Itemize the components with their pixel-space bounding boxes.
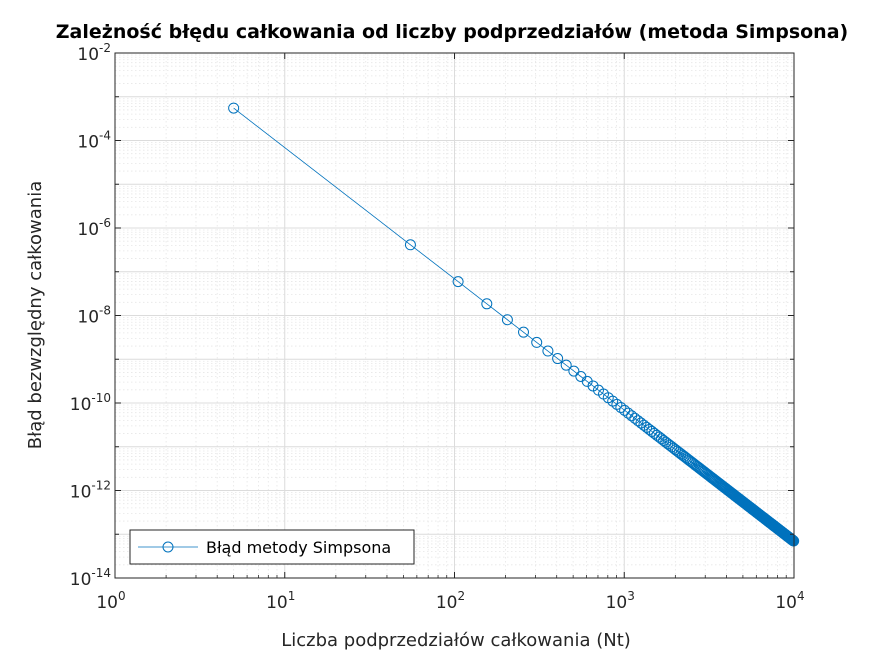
data-point [635, 417, 647, 429]
x-tick-label: 100 [96, 589, 125, 613]
x-tick-label: 102 [436, 589, 465, 613]
x-tick-label: 104 [775, 589, 804, 613]
series-markers [228, 102, 800, 547]
series-layer [228, 102, 800, 547]
data-point [481, 298, 493, 310]
legend: Błąd metody Simpsona [129, 529, 415, 565]
data-point [668, 442, 680, 454]
legend-entry-label: Błąd metody Simpsona [206, 538, 391, 557]
x-tick-label: 103 [606, 589, 635, 613]
data-point [552, 353, 564, 365]
x-axis-label: Liczba podprzedziałów całkowania (Nt) [281, 630, 631, 651]
y-tick-label: 10-4 [77, 129, 111, 153]
data-point [638, 419, 650, 431]
data-point [666, 441, 678, 453]
data-point [452, 276, 464, 288]
data-point [501, 314, 513, 326]
data-point [228, 102, 240, 114]
y-tick-label: 10-2 [77, 41, 111, 65]
axis-ticks [114, 52, 795, 579]
y-tick-label: 10-14 [70, 566, 111, 590]
data-point [404, 239, 416, 251]
y-axis-label: Błąd bezwzględny całkowania [25, 181, 46, 450]
data-point [619, 404, 631, 416]
data-point [518, 326, 530, 338]
data-point [531, 336, 543, 348]
y-tick-label: 10-6 [77, 216, 111, 240]
y-tick-labels: 10-14 10-12 10-10 10-8 10-6 10-4 10-2 [70, 41, 111, 590]
data-point [611, 398, 623, 410]
data-point [615, 401, 627, 413]
data-point [664, 439, 676, 451]
data-point [568, 365, 580, 377]
chart-title: Zależność błędu całkowania od liczby pod… [56, 21, 848, 43]
y-tick-label: 10-8 [77, 304, 111, 328]
data-point [560, 359, 572, 371]
x-tick-label: 101 [266, 589, 295, 613]
y-tick-label: 10-10 [70, 391, 111, 415]
legend-marker-circle [162, 541, 174, 553]
data-point [542, 345, 554, 357]
y-tick-label: 10-12 [70, 479, 111, 503]
data-point [689, 459, 701, 471]
x-tick-labels: 100 101 102 103 104 [96, 589, 804, 613]
